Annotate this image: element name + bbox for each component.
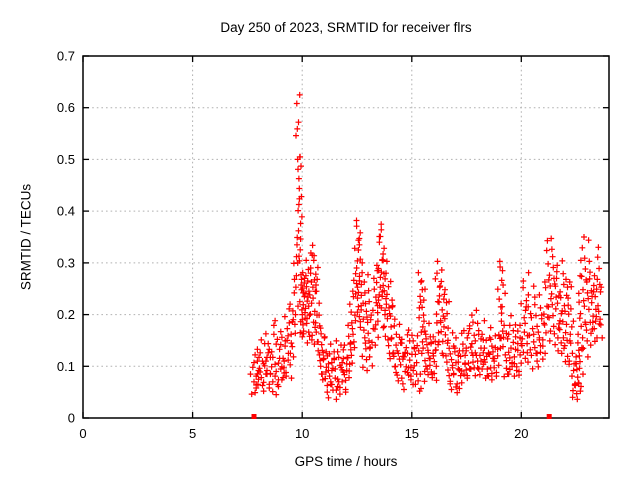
tick-label-x: 5 — [189, 426, 196, 441]
tick-label-y: 0.7 — [57, 49, 75, 64]
tick-label-y: 0.3 — [57, 255, 75, 270]
tick-label-y: 0.6 — [57, 100, 75, 115]
tick-label-x: 15 — [405, 426, 419, 441]
chart-title: Day 250 of 2023, SRMTID for receiver flr… — [220, 20, 472, 35]
x-axis-label: GPS time / hours — [294, 454, 398, 469]
tick-label-x: 10 — [295, 426, 309, 441]
tick-label-y: 0.1 — [57, 359, 75, 374]
plot-border — [82, 55, 610, 419]
zero-marker — [546, 414, 552, 419]
data-points — [247, 91, 606, 403]
zero-marker — [251, 414, 257, 419]
tick-label-y: 0.5 — [57, 152, 75, 167]
tick-label-y: 0 — [68, 411, 75, 426]
tick-label-x: 0 — [79, 426, 86, 441]
tick-label-x: 20 — [514, 426, 528, 441]
tick-label-y: 0.2 — [57, 307, 75, 322]
tick-label-y: 0.4 — [57, 204, 75, 219]
